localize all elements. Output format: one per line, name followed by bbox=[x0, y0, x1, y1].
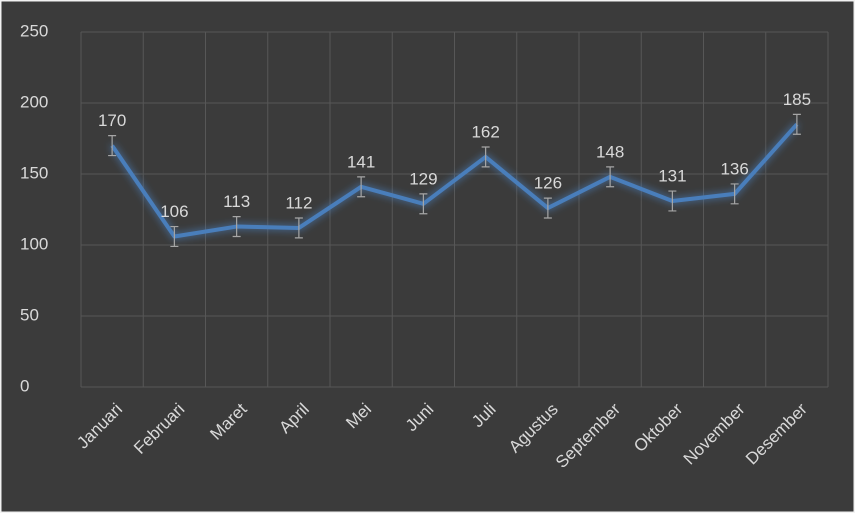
data-label: 131 bbox=[658, 167, 686, 186]
data-label: 185 bbox=[783, 90, 811, 109]
data-label: 129 bbox=[409, 169, 437, 188]
error-bar bbox=[668, 190, 677, 212]
y-tick-label: 200 bbox=[20, 92, 48, 111]
error-bar bbox=[170, 225, 179, 248]
data-label: 106 bbox=[160, 202, 188, 221]
error-bar bbox=[232, 216, 241, 238]
error-bar bbox=[294, 217, 303, 239]
error-bar bbox=[108, 135, 117, 157]
y-tick-label: 100 bbox=[20, 234, 48, 253]
error-bar bbox=[481, 146, 490, 168]
error-bar bbox=[730, 183, 739, 205]
data-label: 126 bbox=[534, 174, 562, 193]
error-bar bbox=[419, 193, 428, 215]
y-tick-label: 50 bbox=[20, 305, 39, 324]
data-label: 141 bbox=[347, 152, 375, 171]
data-label: 148 bbox=[596, 142, 624, 161]
error-bar bbox=[543, 197, 552, 219]
error-bar bbox=[357, 176, 366, 198]
data-label: 170 bbox=[98, 111, 126, 130]
data-label: 162 bbox=[471, 123, 499, 142]
error-bar bbox=[606, 166, 615, 188]
error-bar bbox=[792, 113, 801, 135]
y-tick-label: 250 bbox=[20, 21, 48, 40]
data-label: 136 bbox=[720, 159, 748, 178]
data-label: 112 bbox=[285, 194, 312, 213]
y-tick-label: 0 bbox=[20, 376, 29, 395]
line bbox=[110, 122, 799, 239]
y-tick-label: 150 bbox=[20, 163, 48, 182]
data-label: 113 bbox=[223, 192, 250, 211]
